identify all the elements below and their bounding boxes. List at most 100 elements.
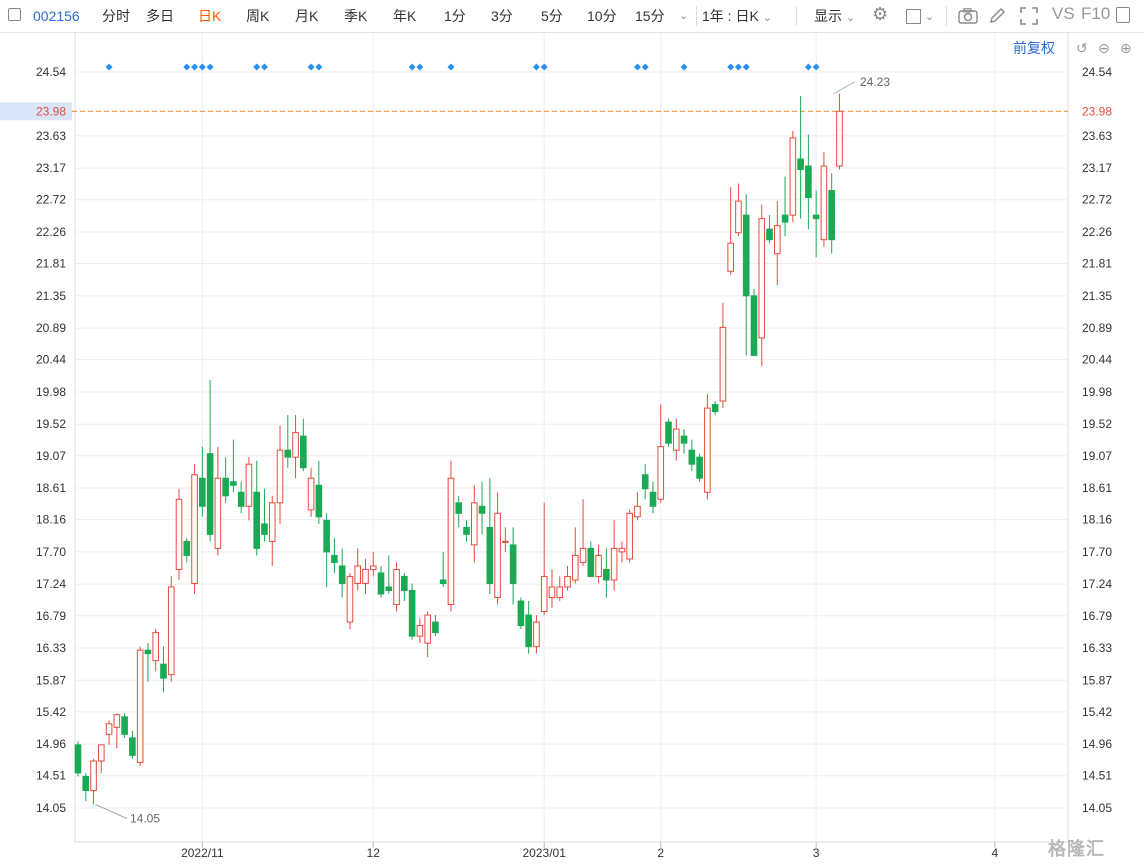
event-marker <box>641 63 649 71</box>
tab-3min[interactable]: 3分 <box>491 8 513 24</box>
price-tick-label: 23.63 <box>36 129 66 143</box>
more-periods-chevron-icon[interactable]: ⌄ <box>679 10 689 22</box>
candle <box>836 93 843 170</box>
candle <box>416 618 424 644</box>
candle-body <box>463 526 470 535</box>
candle-body <box>191 474 198 584</box>
price-tick-label: 22.26 <box>36 225 66 239</box>
tab-yearly-k[interactable]: 年K <box>393 8 417 24</box>
tab-1min[interactable]: 1分 <box>444 8 466 24</box>
candle-body <box>735 200 742 234</box>
candle <box>261 488 268 542</box>
reset-icon[interactable]: ↺ <box>1076 40 1088 56</box>
candle-body <box>230 481 237 486</box>
candle <box>377 565 385 598</box>
candle <box>626 509 633 563</box>
display-dropdown[interactable]: 显示 ⌄ <box>814 6 855 28</box>
candle <box>665 418 672 447</box>
candle-body <box>766 228 773 241</box>
candle <box>688 439 696 472</box>
candle-body <box>603 568 610 581</box>
stock-code: 002156 <box>33 8 80 24</box>
candle <box>393 562 400 612</box>
vs-compare-button[interactable]: VS <box>1052 4 1075 23</box>
price-tick-label: 24.54 <box>1082 65 1112 79</box>
tab-weekly-k[interactable]: 周K <box>246 8 270 24</box>
pencil-icon[interactable] <box>988 7 1006 25</box>
chart-x-grid <box>201 32 996 848</box>
event-marker <box>727 63 735 71</box>
candle <box>144 643 152 682</box>
price-tick-label: 18.61 <box>36 481 66 495</box>
candle-body <box>401 575 408 591</box>
chart-axes: 24.54 24.54 23.63 23.63 23.17 23.17 22.72 22.72… <box>0 65 1116 860</box>
tab-10min[interactable]: 10分 <box>587 8 617 24</box>
candle <box>268 495 276 566</box>
sidebar-toggle-icon[interactable] <box>8 8 21 21</box>
f10-button[interactable]: F10 <box>1081 4 1111 23</box>
price-tick-label: 14.05 <box>36 801 66 815</box>
event-marker <box>315 63 323 71</box>
tab-5min[interactable]: 5分 <box>541 8 563 24</box>
candle <box>113 713 121 749</box>
candle <box>199 446 206 517</box>
tab-15min[interactable]: 15分 <box>635 8 665 24</box>
period-select-value: 1年 : 日K <box>702 8 759 24</box>
price-tick-label: 19.52 <box>36 417 66 431</box>
tab-quarterly-k[interactable]: 季K <box>344 8 368 24</box>
zoom-out-icon[interactable]: ⊖ <box>1098 40 1110 56</box>
panel-toggle-icon[interactable] <box>1116 7 1130 23</box>
candle-body <box>836 110 843 167</box>
candle-body <box>688 449 696 465</box>
candle-body <box>237 491 245 507</box>
tab-monthly-k[interactable]: 月K <box>295 8 319 24</box>
candle <box>797 95 804 219</box>
price-tick-label: 22.26 <box>1082 225 1112 239</box>
price-tick-label: 19.07 <box>1082 449 1112 463</box>
price-tick-label: 18.16 <box>1082 513 1112 527</box>
x-tick-label: 3 <box>813 846 820 860</box>
x-tick-label: 12 <box>367 846 381 860</box>
plot-frame <box>74 32 1069 843</box>
candle <box>136 646 144 766</box>
settings-gear-icon[interactable]: ⚙ <box>872 4 889 24</box>
event-marker <box>540 63 548 71</box>
price-tick-label: 16.79 <box>36 609 66 623</box>
candle-body <box>571 554 579 581</box>
zoom-in-icon[interactable]: ⊕ <box>1120 40 1132 56</box>
drawing-tool-dropdown[interactable]: ⌄ <box>906 5 934 27</box>
candle-body <box>416 625 424 637</box>
candle <box>331 537 338 573</box>
candle-body <box>789 137 797 216</box>
candle <box>556 576 564 602</box>
price-tick-label: 18.61 <box>1082 481 1112 495</box>
candle <box>222 457 229 503</box>
candle <box>74 741 82 777</box>
camera-icon[interactable] <box>958 8 978 24</box>
candle <box>805 134 812 230</box>
fullscreen-icon[interactable] <box>1020 7 1038 25</box>
candle-body <box>478 505 486 514</box>
candle-body <box>113 714 121 728</box>
candle-body <box>828 190 835 241</box>
candle <box>758 204 766 366</box>
x-tick-label: 4 <box>992 846 999 860</box>
candle <box>680 429 688 454</box>
tab-daily-k[interactable]: 日K <box>198 8 222 24</box>
price-tick-label: 17.70 <box>36 545 66 559</box>
candle <box>649 481 657 514</box>
event-marker <box>447 63 455 71</box>
price-tick-label: 19.98 <box>1082 385 1112 399</box>
candle <box>253 460 261 556</box>
price-tick-label: 16.33 <box>36 641 66 655</box>
forward-adjust-button[interactable]: 前复权 <box>1013 40 1055 56</box>
candle <box>369 551 377 577</box>
price-tick-label: 19.07 <box>36 449 66 463</box>
candle <box>533 615 540 654</box>
candlestick-chart[interactable]: 24.23 14.05 24.54 24.54 23.63 23.63 23.17 23.1… <box>0 32 1144 865</box>
period-select[interactable]: 1年 : 日K ⌄ <box>702 6 772 28</box>
tab-multi-day[interactable]: 多日 <box>146 8 174 24</box>
price-tick-label: 20.89 <box>36 321 66 335</box>
candle <box>657 404 665 503</box>
tab-intraday[interactable]: 分时 <box>102 8 130 24</box>
